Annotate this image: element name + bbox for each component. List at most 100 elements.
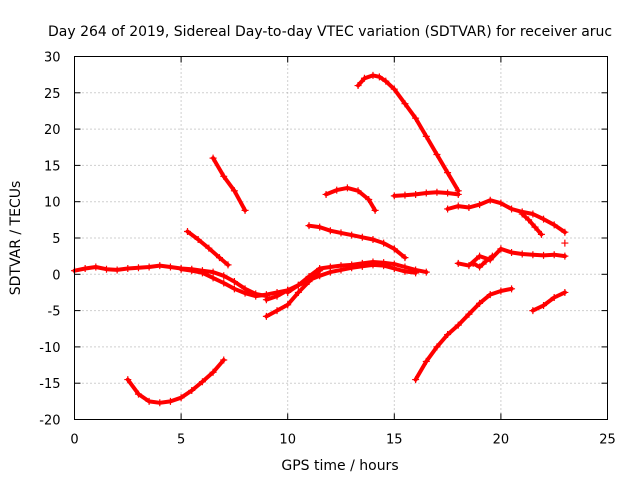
data-point — [262, 312, 270, 320]
data-point — [188, 267, 196, 275]
data-point — [134, 390, 142, 398]
data-point — [209, 154, 217, 162]
series-line — [520, 212, 544, 237]
series-line — [530, 290, 567, 313]
data-point — [529, 251, 537, 259]
y-axis-label: SDTVAR / TECUs — [8, 181, 24, 296]
data-point — [561, 288, 569, 296]
data-point — [326, 227, 334, 235]
data-point — [220, 272, 228, 280]
data-point — [412, 190, 420, 198]
data-point — [369, 235, 377, 243]
data-point — [488, 252, 496, 260]
data-point — [124, 264, 132, 272]
data-point — [401, 191, 409, 199]
data-point — [454, 259, 462, 267]
data-point — [209, 274, 217, 282]
x-tick-label: 15 — [386, 433, 403, 448]
data-point — [454, 321, 462, 329]
data-point — [469, 259, 477, 267]
y-tick-label: 10 — [44, 196, 61, 211]
data-point — [358, 233, 366, 241]
data-point — [188, 386, 196, 394]
data-point — [230, 285, 238, 293]
data-point — [525, 216, 533, 224]
data-point — [262, 296, 270, 304]
data-point — [422, 357, 430, 365]
series-line — [211, 156, 248, 213]
y-tick-labels: -20 -15 -10 -5 0 5 10 15 20 25 30 — [39, 51, 60, 429]
data-series-group — [71, 71, 569, 407]
y-tick-label: 15 — [44, 159, 61, 174]
data-point — [465, 204, 473, 212]
y-tick-label: 5 — [52, 232, 60, 247]
x-axis-label: GPS time / hours — [281, 458, 398, 474]
data-point — [305, 272, 313, 280]
data-point — [537, 230, 545, 238]
data-point — [390, 192, 398, 200]
data-point — [540, 302, 548, 310]
data-point — [358, 259, 366, 267]
data-point — [284, 288, 292, 296]
data-point — [531, 223, 539, 231]
data-point — [145, 263, 153, 271]
chart-title: Day 264 of 2019, Sidereal Day-to-day VTE… — [48, 24, 612, 40]
data-point — [326, 263, 334, 271]
data-point — [316, 272, 324, 280]
data-point — [316, 264, 324, 272]
data-point — [444, 205, 452, 213]
data-point — [348, 231, 356, 239]
data-point — [529, 210, 537, 218]
data-point — [422, 189, 430, 197]
data-point — [252, 292, 260, 300]
series-line — [125, 358, 226, 405]
data-point — [220, 172, 228, 180]
x-tick-labels: 0 5 10 15 20 25 — [70, 433, 615, 448]
series-line — [307, 223, 407, 260]
y-tick-label: 20 — [44, 123, 61, 138]
data-point — [454, 190, 462, 198]
data-point — [508, 249, 516, 257]
data-point — [360, 74, 368, 82]
data-point — [177, 265, 185, 273]
data-point — [183, 227, 191, 235]
data-point — [102, 265, 110, 273]
data-point — [205, 244, 213, 252]
data-point — [561, 252, 569, 260]
x-tick-label: 10 — [279, 433, 296, 448]
data-point — [92, 263, 100, 271]
data-point — [166, 397, 174, 405]
data-point — [354, 82, 362, 90]
y-tick-label: -5 — [48, 305, 61, 320]
x-tick-label: 20 — [493, 433, 510, 448]
data-point — [215, 254, 223, 262]
y-tick-label: 0 — [52, 268, 60, 283]
data-point — [316, 223, 324, 231]
data-point — [124, 376, 132, 384]
data-point — [482, 257, 490, 265]
y-tick-label: -10 — [39, 341, 60, 356]
data-point — [241, 289, 249, 297]
data-point — [380, 259, 388, 267]
data-point — [476, 299, 484, 307]
data-point — [375, 73, 383, 81]
data-point — [444, 331, 452, 339]
data-point — [550, 251, 558, 259]
data-point — [156, 262, 164, 270]
x-tick-label: 0 — [70, 433, 78, 448]
data-point — [305, 222, 313, 230]
data-point — [444, 189, 452, 197]
data-point — [156, 399, 164, 407]
tick-marks — [74, 56, 608, 420]
data-point — [540, 251, 548, 259]
data-point — [401, 254, 409, 262]
data-point — [465, 262, 473, 270]
data-point — [518, 210, 526, 218]
series-line — [445, 198, 567, 235]
data-point — [486, 291, 494, 299]
data-point — [322, 190, 330, 198]
data-point — [412, 266, 420, 274]
data-point — [369, 258, 377, 266]
data-point — [230, 187, 238, 195]
